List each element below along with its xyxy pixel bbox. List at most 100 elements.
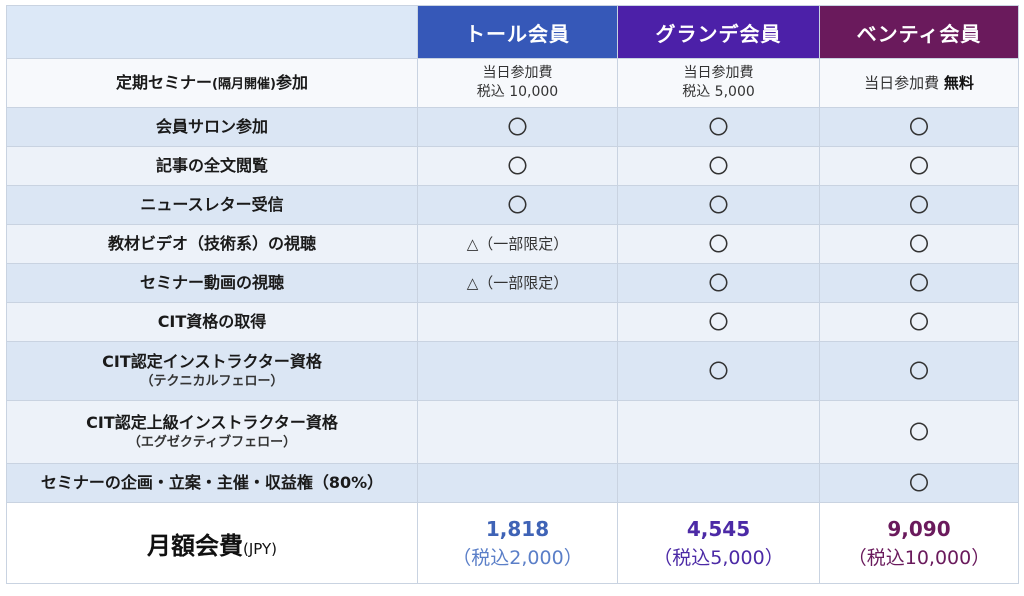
circle-mark-icon: 〇 (708, 114, 729, 139)
feature-cell: ニュースレター受信 (6, 185, 418, 225)
circle-mark-icon: 〇 (708, 231, 729, 256)
grande-cell: 〇 (617, 107, 820, 147)
tall-cell (417, 463, 618, 503)
circle-mark-icon: 〇 (507, 153, 528, 178)
tall-cell (417, 400, 618, 464)
circle-mark-icon: 〇 (909, 153, 929, 178)
grande-fee-line2: 税込 5,000 (682, 84, 755, 100)
table-row: CIT認定上級インストラクター資格 （エグゼクティブフェロー） 〇 (6, 400, 1019, 464)
tall-cell: △（一部限定） (417, 224, 618, 264)
tall-cell: 〇 (417, 146, 618, 186)
feature-cell: 教材ビデオ（技術系）の視聴 (6, 224, 418, 264)
grande-fee-line1: 当日参加費 (683, 65, 754, 82)
table-row: 教材ビデオ（技術系）の視聴 △（一部限定） 〇 〇 (6, 224, 1019, 264)
membership-comparison: トール会員 グランデ会員 ベンティ会員 定期セミナー(隔月開催)参加 当日参加費… (6, 5, 1019, 590)
tall-price: 1,818 (485, 516, 550, 541)
grande-fee-cell: 4,545 （税込5,000） (617, 502, 820, 584)
circle-mark-icon: 〇 (909, 192, 929, 217)
comparison-table: トール会員 グランデ会員 ベンティ会員 定期セミナー(隔月開催)参加 当日参加費… (6, 5, 1019, 584)
circle-mark-icon: 〇 (909, 419, 929, 444)
table-row: ニュースレター受信 〇 〇 〇 (6, 185, 1019, 225)
tall-cell (417, 341, 618, 401)
venti-cell: 〇 (819, 224, 1019, 264)
grande-price-tax: （税込5,000） (653, 546, 784, 569)
header-row: トール会員 グランデ会員 ベンティ会員 (6, 5, 1019, 59)
circle-mark-icon: 〇 (909, 114, 929, 139)
tall-fee-line1: 当日参加費 (482, 65, 553, 82)
grande-cell: 〇 (617, 224, 820, 264)
circle-mark-icon: 〇 (708, 270, 729, 295)
table-row: セミナー動画の視聴 △（一部限定） 〇 〇 (6, 263, 1019, 303)
venti-cell: 〇 (819, 263, 1019, 303)
feature-cell: 記事の全文閲覧 (6, 146, 418, 186)
tall-cell (417, 302, 618, 342)
feature-label-tail: 参加 (275, 73, 308, 93)
feature-sublabel: （テクニカルフェロー） (140, 374, 284, 390)
circle-mark-icon: 〇 (909, 231, 929, 256)
column-header-grande: グランデ会員 (617, 5, 820, 59)
feature-cell: セミナー動画の視聴 (6, 263, 418, 303)
venti-cell: 〇 (819, 400, 1019, 464)
circle-mark-icon: 〇 (507, 114, 528, 139)
table-row: 定期セミナー(隔月開催)参加 当日参加費 税込 10,000 当日参加費 税込 … (6, 58, 1019, 108)
circle-mark-icon: 〇 (909, 270, 929, 295)
table-row: CIT認定インストラクター資格 （テクニカルフェロー） 〇 〇 (6, 341, 1019, 401)
circle-mark-icon: 〇 (507, 192, 528, 217)
feature-cell: 定期セミナー(隔月開催)参加 (6, 58, 418, 108)
venti-cell: 当日参加費 無料 (819, 58, 1019, 108)
feature-label: CIT認定インストラクター資格 (102, 352, 322, 372)
tall-fee-cell: 1,818 （税込2,000） (417, 502, 618, 584)
feature-cell: CIT認定上級インストラクター資格 （エグゼクティブフェロー） (6, 400, 418, 464)
tall-fee-line2: 税込 10,000 (476, 84, 559, 100)
circle-mark-icon: 〇 (708, 358, 729, 383)
monthly-fee-row: 月額会費(JPY) 1,818 （税込2,000） 4,545 （税込5,000… (6, 502, 1019, 584)
circle-mark-icon: 〇 (708, 192, 729, 217)
grande-cell: 〇 (617, 302, 820, 342)
venti-cell: 〇 (819, 341, 1019, 401)
circle-mark-icon: 〇 (909, 470, 929, 495)
fee-label: 月額会費 (146, 531, 243, 560)
table-row: 記事の全文閲覧 〇 〇 〇 (6, 146, 1019, 186)
feature-label-small: (隔月開催) (212, 77, 276, 93)
tall-cell: 当日参加費 税込 10,000 (417, 58, 618, 108)
table-row: 会員サロン参加 〇 〇 〇 (6, 107, 1019, 147)
grande-cell: 〇 (617, 263, 820, 303)
column-header-venti: ベンティ会員 (819, 5, 1019, 59)
feature-label: CIT認定上級インストラクター資格 (86, 413, 338, 433)
venti-cell: 〇 (819, 302, 1019, 342)
circle-mark-icon: 〇 (708, 309, 729, 334)
fee-label-cell: 月額会費(JPY) (6, 502, 418, 584)
grande-cell: 〇 (617, 146, 820, 186)
venti-fee-prefix: 当日参加費 (864, 73, 940, 92)
grande-cell: 〇 (617, 185, 820, 225)
grande-cell: 当日参加費 税込 5,000 (617, 58, 820, 108)
venti-fee-cell: 9,090 （税込10,000） (819, 502, 1019, 584)
table-row: セミナーの企画・立案・主催・収益権（80%） 〇 (6, 463, 1019, 503)
feature-cell: 会員サロン参加 (6, 107, 418, 147)
fee-unit: (JPY) (242, 539, 277, 558)
venti-cell: 〇 (819, 146, 1019, 186)
feature-label: 定期セミナー (116, 73, 213, 93)
circle-mark-icon: 〇 (909, 358, 929, 383)
circle-mark-icon: 〇 (708, 153, 729, 178)
venti-price: 9,090 (887, 516, 951, 541)
tall-cell: △（一部限定） (417, 263, 618, 303)
grande-cell (617, 463, 820, 503)
feature-sublabel: （エグゼクティブフェロー） (127, 435, 297, 451)
grande-price: 4,545 (686, 516, 751, 541)
circle-mark-icon: 〇 (909, 309, 929, 334)
column-header-tall: トール会員 (417, 5, 618, 59)
tall-cell: 〇 (417, 107, 618, 147)
tall-price-tax: （税込2,000） (452, 546, 583, 569)
venti-cell: 〇 (819, 107, 1019, 147)
venti-cell: 〇 (819, 185, 1019, 225)
feature-cell: CIT認定インストラクター資格 （テクニカルフェロー） (6, 341, 418, 401)
venti-fee-free: 無料 (943, 73, 974, 92)
header-corner (6, 5, 418, 59)
tall-cell: 〇 (417, 185, 618, 225)
grande-cell: 〇 (617, 341, 820, 401)
venti-cell: 〇 (819, 463, 1019, 503)
table-row: CIT資格の取得 〇 〇 (6, 302, 1019, 342)
feature-cell: CIT資格の取得 (6, 302, 418, 342)
feature-cell: セミナーの企画・立案・主催・収益権（80%） (6, 463, 418, 503)
